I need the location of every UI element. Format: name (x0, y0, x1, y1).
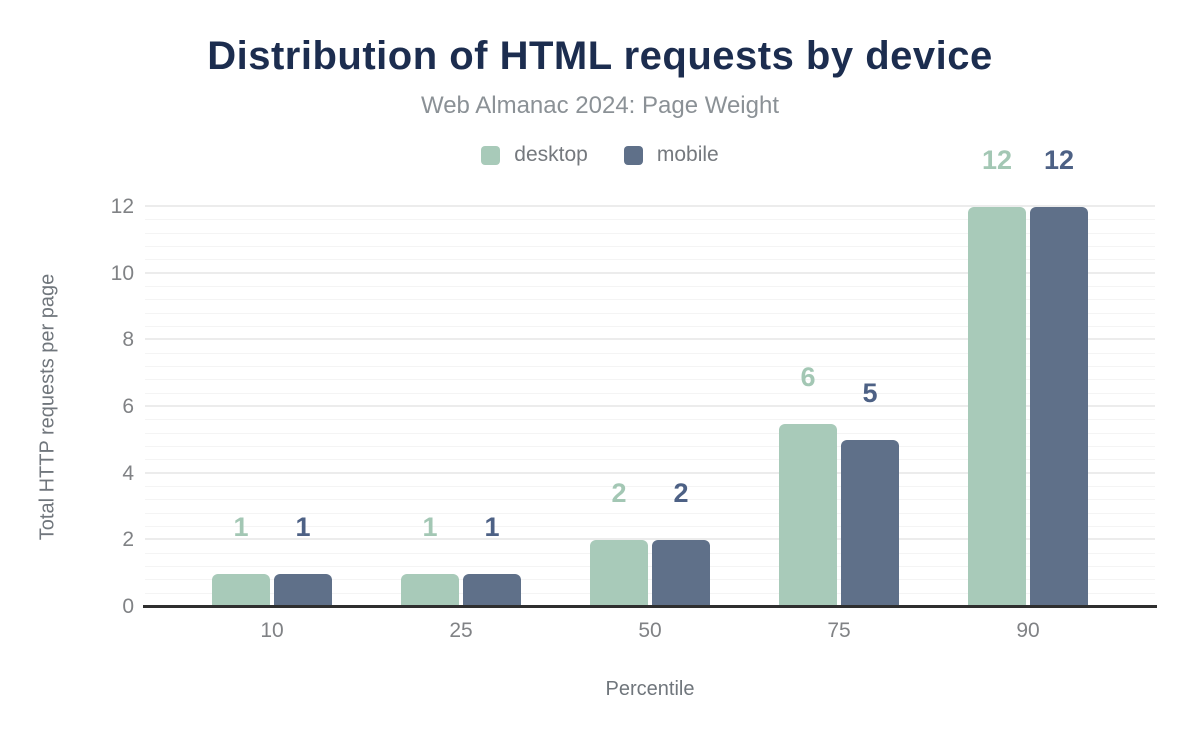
bar-desktop-75: 6 (779, 363, 837, 607)
x-axis-line (143, 605, 1157, 608)
data-label-desktop-75: 6 (800, 361, 816, 392)
minor-gridline (145, 512, 1155, 514)
major-gridline (145, 205, 1155, 207)
minor-gridline (145, 379, 1155, 381)
minor-gridline (145, 286, 1155, 287)
bar-mobile-10: 1 (274, 513, 332, 607)
bar-desktop-10: 1 (212, 513, 270, 607)
data-label-mobile-50: 2 (673, 478, 689, 509)
legend-item-mobile: mobile (623, 143, 719, 167)
x-tick-75: 75 (827, 619, 851, 642)
x-tick-90: 90 (1016, 619, 1040, 642)
bar-groups: 1 1 1 1 2 2 6 5 12 12 (145, 147, 1155, 607)
major-gridline (145, 271, 1155, 274)
y-tick-6: 6 (122, 395, 134, 418)
chart-title: Distribution of HTML requests by device (207, 34, 993, 78)
y-tick-4: 4 (122, 461, 134, 485)
minor-gridline (145, 486, 1155, 487)
y-tick-2: 2 (122, 528, 134, 552)
legend-label-mobile: mobile (656, 143, 719, 166)
minor-gridline (145, 392, 1155, 394)
x-tick-50: 50 (638, 619, 662, 642)
minor-gridline (145, 592, 1155, 594)
chart-subtitle: Web Almanac 2024: Page Weight (420, 92, 779, 119)
major-gridline (145, 471, 1155, 474)
minor-gridline (145, 352, 1155, 354)
data-label-mobile-10: 1 (295, 511, 311, 542)
y-axis-title: Total HTTP requests per page (36, 273, 59, 541)
bar-desktop-50: 2 (590, 480, 648, 607)
plot-area: 1 1 1 1 2 2 6 5 12 12 (145, 147, 1155, 607)
x-axis-ticks: 10 25 50 75 90 (145, 619, 1155, 643)
x-tick-25: 25 (449, 619, 473, 642)
minor-gridline (145, 232, 1155, 234)
y-tick-10: 10 (110, 261, 134, 285)
major-gridline (145, 405, 1155, 407)
minor-gridline (145, 246, 1155, 247)
data-label-mobile-90: 12 (1043, 145, 1075, 175)
bar-mobile-90: 12 (1030, 147, 1088, 607)
desktop-swatch-icon (481, 145, 501, 165)
bar-desktop-25: 1 (401, 513, 459, 607)
minor-gridline (145, 299, 1155, 301)
legend: desktop mobile (0, 143, 1200, 167)
x-axis-title: Percentile (605, 678, 695, 700)
minor-gridline (145, 366, 1155, 367)
minor-gridline (145, 326, 1155, 327)
minor-gridline (145, 499, 1155, 501)
minor-gridline (145, 432, 1155, 434)
bar-group-90: 12 12 (934, 147, 1123, 607)
y-tick-8: 8 (122, 328, 134, 352)
data-label-mobile-75: 5 (862, 378, 878, 409)
major-gridline (145, 538, 1155, 541)
minor-gridline (145, 419, 1155, 421)
y-tick-12: 12 (110, 195, 134, 218)
data-label-desktop-10: 1 (233, 511, 249, 542)
bar-mobile-75: 5 (841, 380, 899, 607)
mobile-swatch-icon (623, 145, 643, 165)
minor-gridline (145, 259, 1155, 261)
minor-gridline (145, 219, 1155, 221)
minor-gridline (145, 446, 1155, 447)
data-label-desktop-25: 1 (422, 511, 438, 542)
y-tick-0: 0 (122, 595, 134, 618)
major-gridline (145, 338, 1155, 341)
minor-gridline (145, 579, 1155, 581)
minor-gridline (145, 312, 1155, 314)
minor-gridline (145, 552, 1155, 554)
data-label-desktop-50: 2 (611, 478, 627, 509)
x-tick-10: 10 (260, 619, 284, 642)
minor-gridline (145, 526, 1155, 527)
legend-item-desktop: desktop (481, 143, 588, 167)
bar-mobile-50: 2 (652, 480, 710, 607)
legend-label-desktop: desktop (514, 143, 588, 166)
minor-gridline (145, 566, 1155, 567)
minor-gridline (145, 459, 1155, 461)
data-label-mobile-25: 1 (484, 511, 500, 542)
data-label-desktop-90: 12 (981, 145, 1013, 175)
bar-desktop-90: 12 (968, 147, 1026, 607)
bar-mobile-25: 1 (463, 513, 521, 607)
